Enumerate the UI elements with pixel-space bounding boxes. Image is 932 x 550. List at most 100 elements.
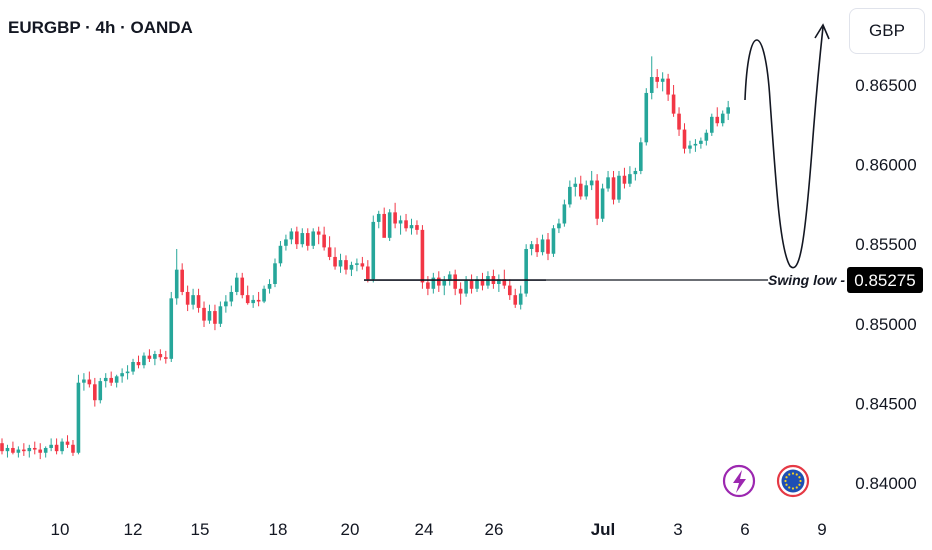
projection-arrow (744, 26, 824, 269)
candle (546, 239, 550, 254)
candle (420, 229, 425, 283)
candle (114, 376, 119, 383)
x-tick-label: 24 (415, 520, 434, 539)
candle (475, 279, 479, 289)
candle (98, 381, 103, 401)
candle (54, 444, 59, 452)
candle (671, 94, 676, 114)
candle (185, 291, 190, 305)
candle (502, 279, 507, 286)
eu-star (799, 479, 802, 483)
currency-selector[interactable]: GBP (849, 8, 925, 54)
candle (535, 244, 539, 253)
y-tick-label: 0.86000 (855, 156, 916, 175)
candle (125, 371, 130, 374)
candle (437, 277, 441, 286)
candle (300, 233, 305, 245)
candle (628, 174, 632, 184)
y-tick-label: 0.85000 (855, 315, 916, 334)
eu-flag-icon[interactable] (776, 464, 810, 498)
candle (622, 175, 627, 184)
candle (27, 447, 32, 452)
candle (540, 239, 545, 253)
candle (273, 263, 277, 284)
candle (169, 298, 174, 359)
x-tick-label: 10 (51, 520, 70, 539)
candle (355, 263, 359, 265)
x-axis: 10 12 15 18 20 24 26 Jul 3 6 9 (51, 520, 827, 539)
eu-star (788, 486, 791, 489)
candle (344, 260, 348, 270)
candle (213, 311, 217, 324)
candle (595, 180, 599, 219)
candle (677, 113, 681, 130)
candle (464, 280, 468, 294)
candle (196, 295, 201, 308)
candle (710, 116, 714, 133)
candle (76, 382, 81, 453)
candle (103, 377, 108, 382)
candle (153, 354, 157, 359)
candle (726, 107, 730, 114)
candle (240, 277, 245, 296)
candle (245, 295, 250, 304)
candle (382, 213, 386, 238)
candle (71, 444, 75, 453)
x-tick-label: 26 (485, 520, 504, 539)
candle (699, 140, 703, 144)
x-tick-label: 3 (673, 520, 682, 539)
candle (109, 377, 113, 383)
candle (376, 213, 381, 222)
candle (600, 188, 605, 219)
candle (322, 234, 326, 248)
candle (147, 355, 152, 359)
candle (458, 288, 463, 294)
eu-star (795, 486, 798, 489)
candle (589, 180, 594, 186)
candle (158, 354, 163, 358)
candle (289, 231, 294, 240)
candle (404, 220, 408, 229)
candle (65, 441, 70, 445)
x-tick-label: 20 (341, 520, 360, 539)
candle (284, 239, 288, 246)
candle (426, 282, 430, 289)
candle (529, 244, 534, 249)
candle (371, 221, 376, 280)
candle (49, 444, 53, 448)
candle (655, 77, 659, 82)
candle (82, 379, 86, 383)
x-tick-label: 6 (740, 520, 749, 539)
eu-star (788, 473, 791, 476)
eu-star (785, 483, 788, 486)
candle (174, 269, 179, 299)
y-tick-label: 0.86500 (855, 76, 916, 95)
candle (366, 266, 370, 280)
svg-text:0.85275: 0.85275 (854, 271, 915, 290)
x-tick-label: 15 (191, 520, 210, 539)
candle (16, 449, 21, 453)
candle (584, 185, 589, 197)
candle (497, 279, 501, 284)
y-tick-label: 0.84500 (855, 394, 916, 413)
candle (720, 113, 725, 124)
eu-star (798, 483, 801, 486)
chart-title: EURGBP · 4h · OANDA (8, 18, 193, 37)
candle (278, 245, 283, 264)
candle (202, 307, 206, 321)
candle (349, 264, 354, 270)
candle (398, 220, 403, 224)
candle (715, 116, 720, 124)
y-tick-label: 0.84000 (855, 474, 916, 493)
candle (224, 301, 228, 307)
candle (518, 293, 523, 305)
candle (447, 274, 452, 281)
swing-low-label: Swing low - (768, 272, 845, 288)
candle (507, 285, 512, 296)
candle (551, 228, 556, 254)
candle (32, 447, 37, 450)
candle (660, 78, 665, 82)
candle (409, 225, 414, 229)
lightning-icon[interactable] (722, 464, 756, 498)
